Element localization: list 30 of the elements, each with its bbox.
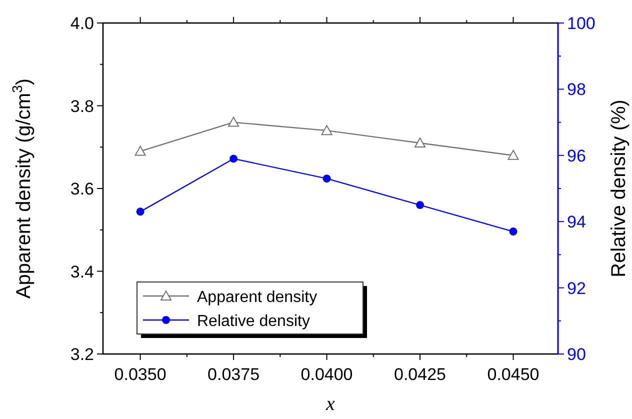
x-tick-label: 0.0450 [487,365,540,384]
y2-tick-label: 100 [567,14,596,33]
y2-tick-label: 98 [567,80,586,100]
point [228,116,240,127]
y2-tick-label: 90 [567,345,586,364]
point [321,125,332,136]
point [416,201,424,210]
x-axis-title: x [325,393,336,415]
point [509,228,518,236]
point [136,208,144,216]
legend-label: Apparent density [197,289,318,306]
point [508,150,519,160]
legend-label: Relative density [197,313,310,330]
point [230,154,238,163]
point [414,137,426,148]
x-tick-label: 0.0350 [114,365,166,384]
x-tick-label: 0.0400 [300,365,353,384]
x-tick-label: 0.0375 [208,365,260,384]
y-tick-label: 3.8 [70,96,94,116]
y2-tick-label: 92 [567,278,586,298]
y-tick-label: 3.6 [70,180,94,198]
y-tick-label: 3.4 [70,262,94,282]
y2-tick-label: 94 [567,212,586,232]
y2-tick-label: 96 [567,146,586,166]
x-tick-label: 0.0425 [394,365,446,384]
point [322,174,331,183]
y-tick-label: 4.0 [70,14,94,33]
y-tick-label: 3.2 [70,345,94,364]
y2-axis-title: Relative density (%) [608,100,630,278]
point [134,146,146,156]
